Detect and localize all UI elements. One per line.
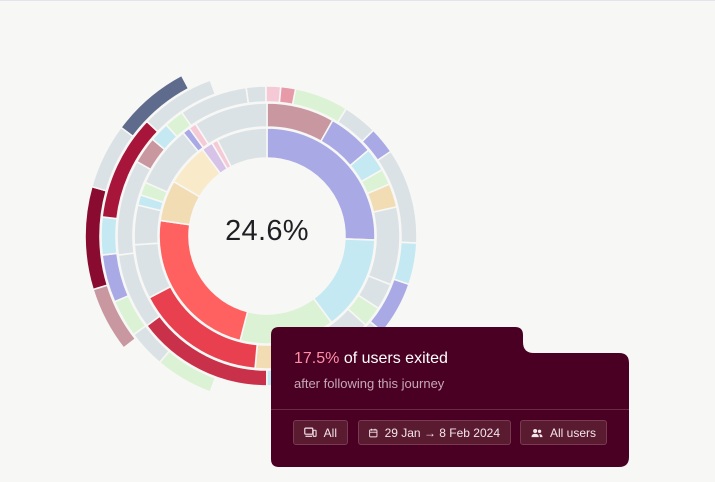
exit-percent: 17.5% (294, 350, 340, 367)
user-filter-chip[interactable]: All users (520, 420, 607, 445)
user-filter-label: All users (549, 425, 596, 440)
date-range-chip[interactable]: 29 Jan → 8 Feb 2024 (358, 420, 511, 445)
sunburst-segment-2-15[interactable] (133, 204, 162, 246)
tooltip-headline: 17.5% of users exited (294, 350, 448, 368)
tooltip-divider (271, 409, 629, 410)
sunburst-segment-3-19[interactable] (278, 85, 297, 106)
calendar-icon (369, 428, 378, 437)
tooltip-subline: after following this journey (294, 376, 445, 391)
sunburst-segment-3-18[interactable] (265, 85, 282, 104)
devices-icon (304, 427, 317, 437)
sunburst-segment-4-7[interactable] (146, 79, 217, 133)
exit-label: of users exited (339, 350, 448, 367)
sunburst-segment-3-17[interactable] (245, 85, 267, 105)
journey-tooltip: 17.5% of users exited after following th… (271, 327, 629, 467)
sunburst-segment-5-4[interactable] (120, 74, 190, 138)
users-icon (531, 428, 543, 437)
platform-filter-chip[interactable]: All (293, 420, 348, 445)
platform-filter-label: All (323, 425, 337, 440)
center-value: 24.6% (225, 215, 309, 247)
date-range-label: 29 Jan → 8 Feb 2024 (384, 425, 500, 440)
sunburst-segment-2-21[interactable] (194, 102, 268, 145)
tooltip-background (271, 327, 629, 467)
sunburst-segment-4-5[interactable] (100, 216, 118, 256)
top-divider (0, 0, 715, 1)
sunburst-segment-1-9[interactable] (216, 127, 268, 168)
